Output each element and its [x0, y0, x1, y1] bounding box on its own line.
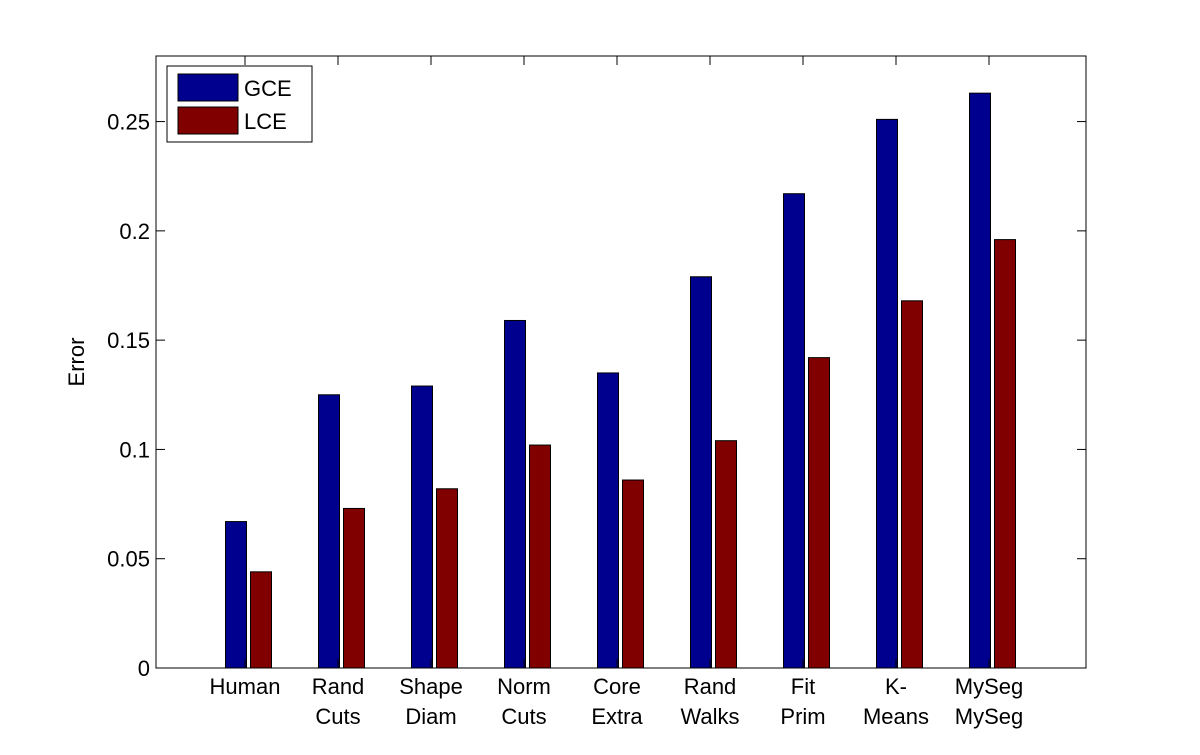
- bar-gce-7: [876, 118, 898, 669]
- plot-area-background: [156, 56, 1086, 668]
- x-tick-label: Diam: [405, 704, 456, 729]
- bar-gce-6: [783, 193, 805, 669]
- bar-gce-0: [225, 521, 247, 669]
- bar-gce-4: [597, 372, 619, 669]
- bar-lce-3: [529, 444, 551, 669]
- legend: GCE LCE: [166, 65, 313, 143]
- bar-lce-8: [994, 239, 1016, 669]
- axes-box: [155, 55, 1087, 669]
- y-tick-label: 0.15: [107, 328, 150, 353]
- bar-lce-0: [250, 571, 272, 669]
- legend-swatch-lce: [177, 106, 239, 135]
- bar-lce-6: [808, 357, 830, 669]
- y-axis-label: Error: [64, 338, 89, 387]
- x-tick-label: MySeg: [955, 704, 1023, 729]
- x-tick-label: Prim: [780, 704, 825, 729]
- y-tick-label: 0: [138, 656, 150, 681]
- legend-label-lce: LCE: [244, 109, 287, 134]
- x-tick-label: MySeg: [955, 674, 1023, 699]
- bar-lce-1: [343, 507, 365, 669]
- axes-layer: 0 0.05 0.1 0.15 0.2 0.25 Human Rand Cuts Shape Dia…: [107, 55, 1087, 729]
- x-tick-label: Extra: [591, 704, 643, 729]
- y-tick-label: 0.2: [119, 219, 150, 244]
- bar-lce-5: [715, 440, 737, 669]
- x-tick-label: Norm: [497, 674, 551, 699]
- y-tick-label: 0.1: [119, 437, 150, 462]
- y-tick-label: 0.25: [107, 110, 150, 135]
- x-tick-label: Shape: [399, 674, 463, 699]
- x-tick-label: Fit: [791, 674, 815, 699]
- bar-gce-8: [969, 92, 991, 669]
- bar-lce-7: [901, 300, 923, 669]
- x-tick-label: K-: [885, 674, 907, 699]
- bars-layer: [225, 92, 1016, 669]
- x-tick-label: Core: [593, 674, 641, 699]
- x-tick-label: Rand: [684, 674, 737, 699]
- bar-gce-2: [411, 385, 433, 669]
- x-tick-label: Means: [863, 704, 929, 729]
- x-tick-label: Cuts: [501, 704, 546, 729]
- bar-gce-1: [318, 394, 340, 669]
- x-tick-label: Human: [210, 674, 281, 699]
- x-tick-label: Cuts: [315, 704, 360, 729]
- bar-lce-2: [436, 488, 458, 669]
- y-tick-label: 0.05: [107, 547, 150, 572]
- bar-lce-4: [622, 479, 644, 669]
- bar-gce-5: [690, 276, 712, 669]
- x-tick-label: Walks: [680, 704, 739, 729]
- x-tick-label: Rand: [312, 674, 365, 699]
- bar-gce-3: [504, 319, 526, 669]
- legend-label-gce: GCE: [244, 76, 292, 101]
- legend-swatch-gce: [177, 73, 239, 102]
